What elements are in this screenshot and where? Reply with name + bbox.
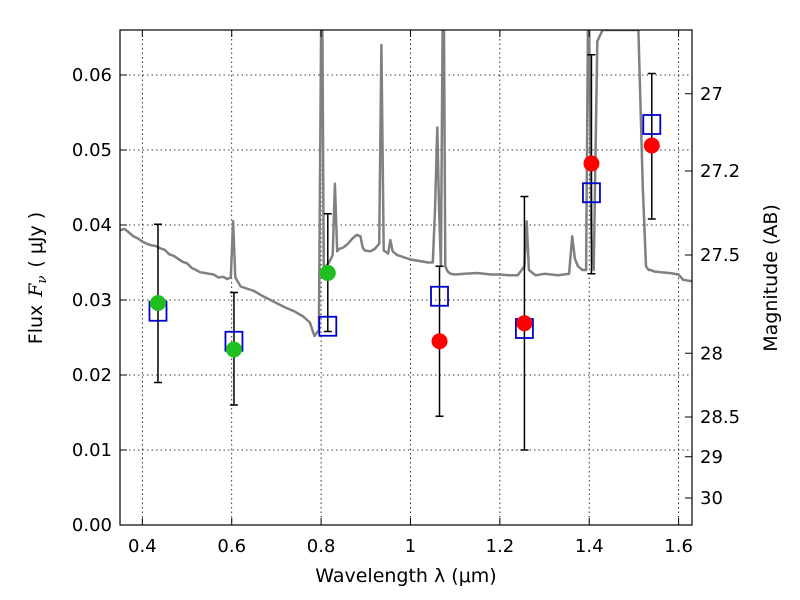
y-tick-label: 0.05 xyxy=(72,140,112,161)
y-axis-label-symbol: F xyxy=(25,283,47,298)
right-axis-label: Magnitude (AB) xyxy=(760,204,782,352)
markers xyxy=(148,54,662,451)
x-axis-label: Wavelength λ (μm) xyxy=(315,565,496,587)
plot-frame xyxy=(119,29,693,526)
x-tick-label: 1.6 xyxy=(664,536,693,557)
observed-point xyxy=(643,137,660,154)
y-axis-label: Flux Fν ( μJy ) xyxy=(25,212,50,344)
observed-point xyxy=(319,265,336,281)
right-tick-label: 28.5 xyxy=(700,407,740,428)
y-tick-label: 0.06 xyxy=(72,65,112,86)
model-photometry-square xyxy=(642,114,662,135)
x-tick-label: 1.4 xyxy=(575,536,604,557)
observed-point xyxy=(225,341,242,358)
observed-point xyxy=(149,295,166,311)
x-tick-label: 1 xyxy=(405,536,416,557)
model-spectrum-line xyxy=(120,30,692,338)
y-tick-label: 0.03 xyxy=(72,290,112,311)
y-axis-label-subscript: ν xyxy=(35,276,50,284)
y-tick-label: 0.04 xyxy=(72,215,112,236)
right-tick-label: 27 xyxy=(700,84,723,105)
y-tick-label: 0.02 xyxy=(72,365,112,386)
right-tick-label: 30 xyxy=(700,488,723,509)
x-tick-label: 1.2 xyxy=(486,536,515,557)
x-tick-label: 0.6 xyxy=(217,536,246,557)
x-tick-label: 0.4 xyxy=(128,536,157,557)
right-tick-label: 29 xyxy=(700,447,723,468)
observed-point xyxy=(583,155,600,172)
right-tick-label: 27.5 xyxy=(700,245,740,266)
model-photometry-square xyxy=(430,285,449,307)
y-axis-label-prefix: Flux xyxy=(25,305,47,345)
y-tick-label: 0.01 xyxy=(72,440,112,461)
right-tick-label: 27.2 xyxy=(700,161,740,182)
model-photometry-square xyxy=(582,182,601,204)
x-tick-label: 0.8 xyxy=(307,536,336,557)
observed-point xyxy=(431,333,448,350)
grid-lines xyxy=(120,30,692,526)
observed-point xyxy=(516,315,533,332)
right-tick-label: 28 xyxy=(700,343,723,364)
model-photometry-square xyxy=(318,315,338,337)
axis-ticks: 0.4 0.6 0.8 1 1.2 1.4 1.6 0.00 0.01 0.02 0.03 0.04 0… xyxy=(72,30,740,557)
y-axis-label-unit: ( μJy ) xyxy=(25,212,47,268)
y-tick-label: 0.00 xyxy=(72,515,112,536)
plot-area xyxy=(120,30,692,338)
